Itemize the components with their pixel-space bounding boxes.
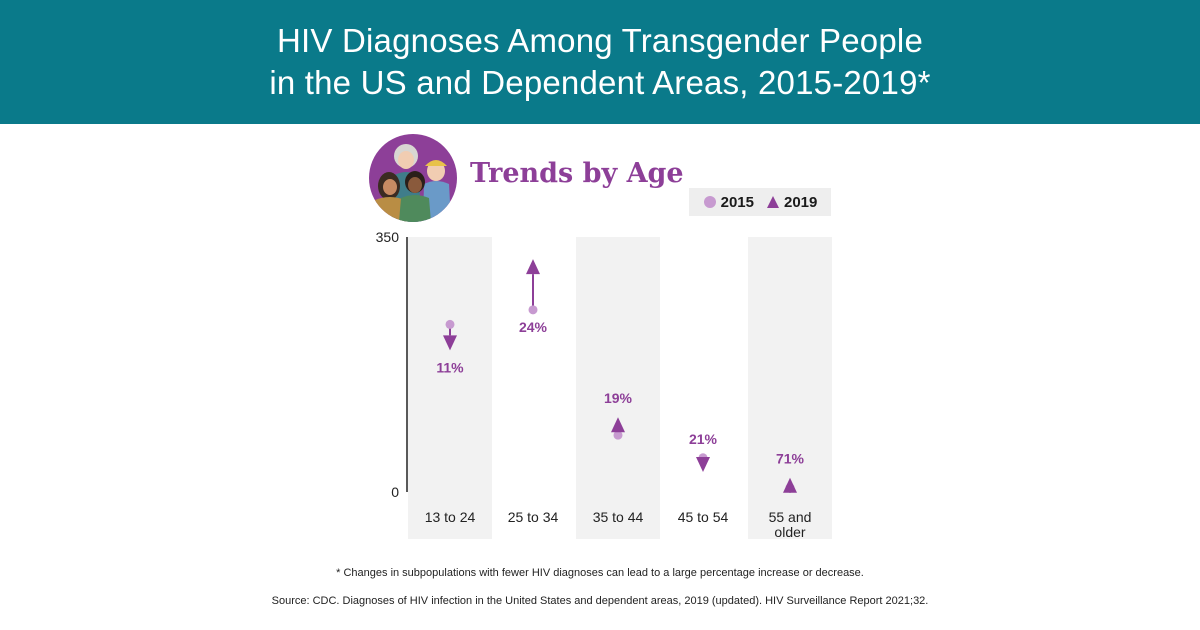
change-label: 19% [604,390,633,406]
point-2019 [696,457,710,473]
change-label: 11% [436,359,464,375]
change-label: 21% [689,431,718,447]
point-2019 [783,477,797,493]
y-tick-label: 350 [376,229,400,245]
footnote: * Changes in subpopulations with fewer H… [336,567,864,579]
source-note: Source: CDC. Diagnoses of HIV infection … [271,595,929,607]
chart-subtitle: Trends by Age [470,158,684,189]
change-label: 24% [519,319,548,335]
column-background [748,237,832,539]
legend-item-2019: 2019 [766,194,817,211]
point-2015 [613,430,623,440]
column-background [408,237,492,539]
triangle-marker-icon [767,196,779,208]
point-2015 [445,319,455,329]
title-banner: HIV Diagnoses Among Transgender People i… [0,0,1200,124]
x-tick-label: older [774,524,805,540]
point-2015 [528,305,538,315]
point-2019 [526,259,540,275]
legend-item-2015: 2015 [703,194,754,211]
x-tick-label: 35 to 44 [593,509,644,525]
title-line-1: HIV Diagnoses Among Transgender People [277,22,923,59]
column-background [576,237,660,539]
title-line-2: in the US and Dependent Areas, 2015-2019… [269,64,931,101]
x-tick-label: 13 to 24 [425,509,476,525]
legend-label-2019: 2019 [784,193,818,211]
point-2019 [611,417,625,433]
circle-marker-icon [703,196,716,208]
legend-label-2015: 2015 [720,193,754,211]
y-tick-label: 0 [391,484,399,500]
x-tick-label: 25 to 34 [508,509,559,525]
x-tick-label: 55 and [769,509,812,525]
people-group-icon [369,134,457,222]
legend: 2015 2019 [689,188,831,216]
point-2019 [443,335,457,351]
x-tick-label: 45 to 54 [678,509,729,525]
change-label: 71% [776,451,805,467]
